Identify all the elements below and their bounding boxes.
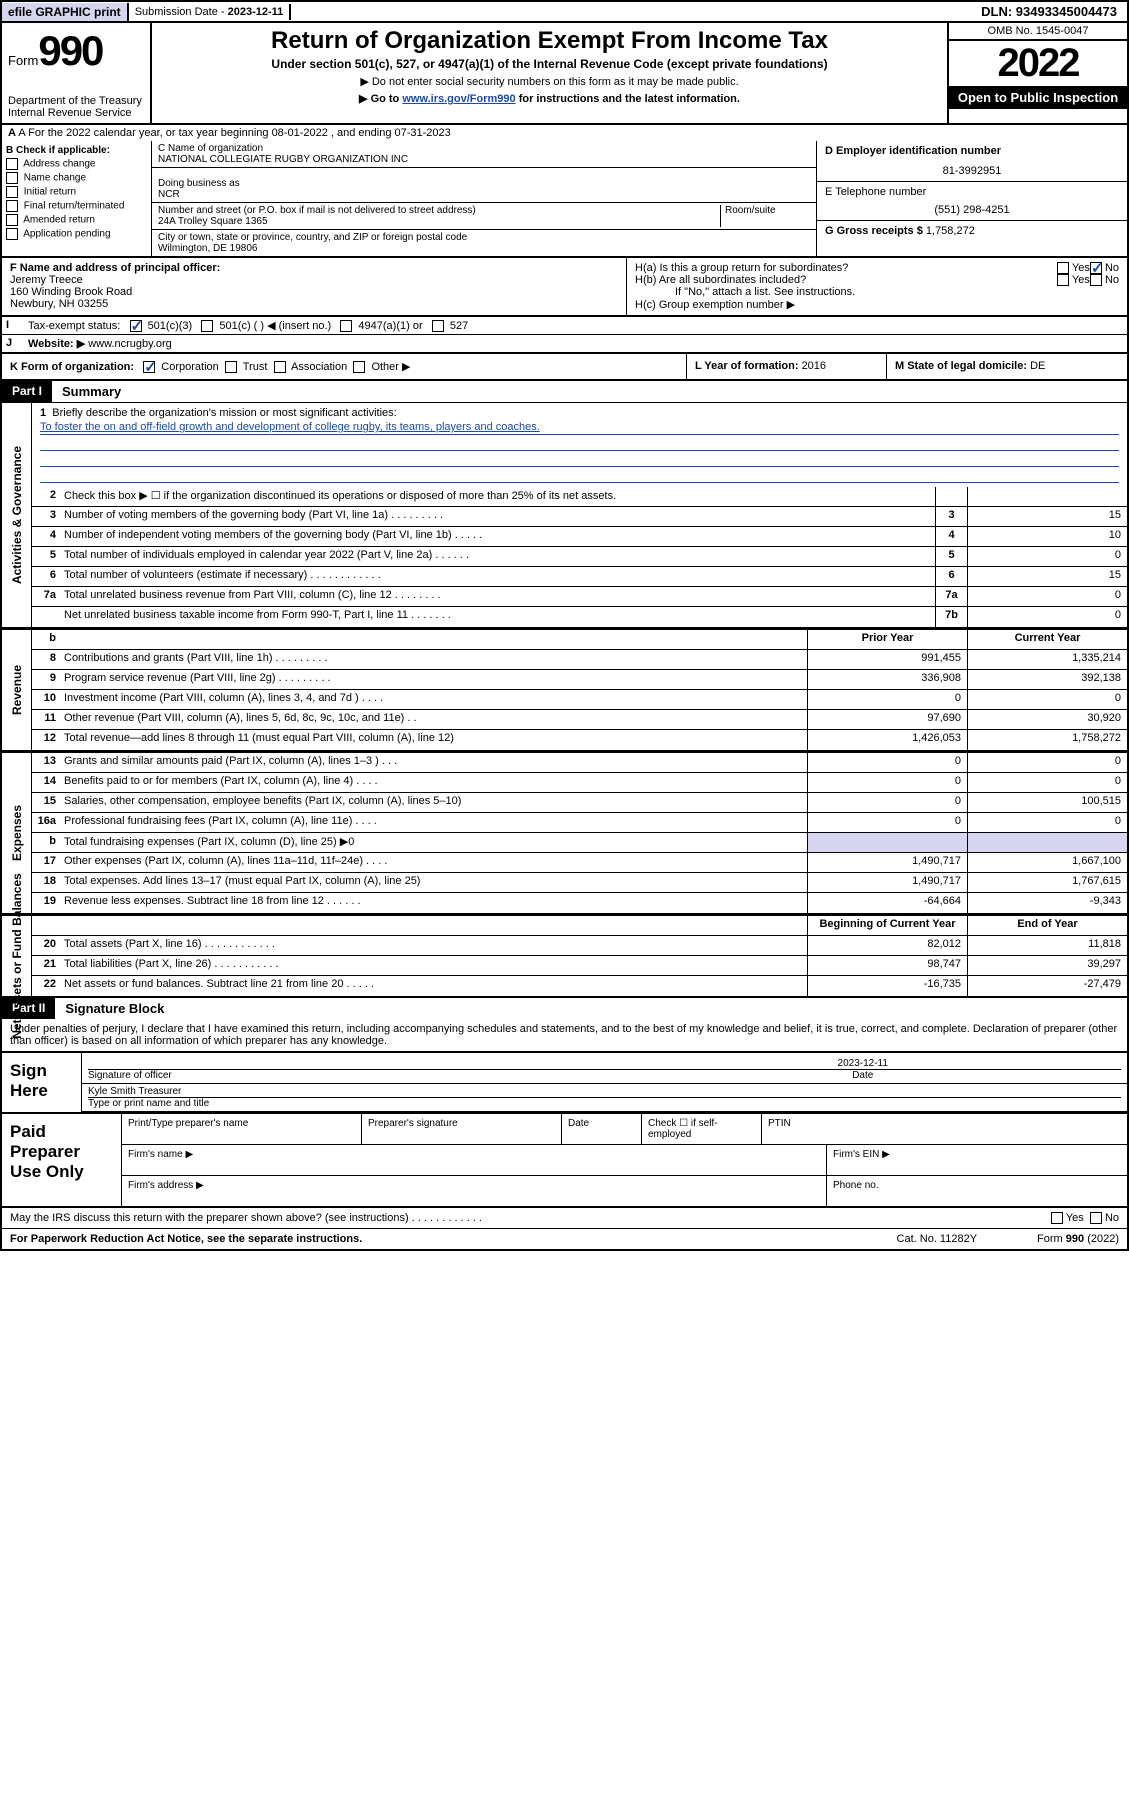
efile-print-button[interactable]: efile GRAPHIC print	[2, 3, 129, 21]
501c3-checkbox[interactable]	[130, 320, 142, 332]
summary-row: 13Grants and similar amounts paid (Part …	[32, 753, 1127, 773]
paid-preparer-label: Paid Preparer Use Only	[2, 1114, 122, 1206]
instructions-note: ▶ Go to www.irs.gov/Form990 for instruct…	[160, 92, 939, 105]
summary-row: Net unrelated business taxable income fr…	[32, 607, 1127, 627]
summary-row: 9Program service revenue (Part VIII, lin…	[32, 670, 1127, 690]
net-assets-tab: Net Assets or Fund Balances	[10, 873, 24, 1039]
summary-row: 4Number of independent voting members of…	[32, 527, 1127, 547]
summary-row: bTotal fundraising expenses (Part IX, co…	[32, 833, 1127, 853]
principal-officer: F Name and address of principal officer:…	[2, 258, 627, 315]
summary-row: 22Net assets or fund balances. Subtract …	[32, 976, 1127, 996]
summary-row: 16aProfessional fundraising fees (Part I…	[32, 813, 1127, 833]
irs-label: Internal Revenue Service	[8, 107, 144, 119]
summary-row: 10Investment income (Part VIII, column (…	[32, 690, 1127, 710]
colb-checkbox[interactable]	[6, 200, 18, 212]
col-de-ein-phone: D Employer identification number81-39929…	[817, 141, 1127, 256]
colb-checkbox[interactable]	[6, 228, 18, 240]
summary-row: 21Total liabilities (Part X, line 26) . …	[32, 956, 1127, 976]
summary-row: 7aTotal unrelated business revenue from …	[32, 587, 1127, 607]
trust-checkbox[interactable]	[225, 361, 237, 373]
part1-header: Part I Summary	[0, 381, 1129, 402]
expenses-tab: Expenses	[10, 805, 24, 861]
dln: DLN: 93493345004473	[975, 2, 1127, 21]
form-label: Form	[8, 53, 38, 68]
form-header: Form990 Department of the Treasury Inter…	[0, 21, 1129, 125]
row-k-form-org: K Form of organization: Corporation Trus…	[0, 353, 1129, 381]
assoc-checkbox[interactable]	[274, 361, 286, 373]
row-j-website: J Website: ▶ www.ncrugby.org	[0, 335, 1129, 353]
sign-here-label: Sign Here	[2, 1053, 82, 1112]
corp-checkbox[interactable]	[143, 361, 155, 373]
summary-row: 11Other revenue (Part VIII, column (A), …	[32, 710, 1127, 730]
omb-number: OMB No. 1545-0047	[949, 23, 1127, 41]
527-checkbox[interactable]	[432, 320, 444, 332]
other-checkbox[interactable]	[353, 361, 365, 373]
governance-section: Activities & Governance 1 Briefly descri…	[0, 402, 1129, 629]
summary-row: 12Total revenue—add lines 8 through 11 (…	[32, 730, 1127, 750]
revenue-tab: Revenue	[10, 665, 24, 715]
colb-checkbox[interactable]	[6, 158, 18, 170]
mission-text: To foster the on and off-field growth an…	[40, 421, 1119, 435]
penalties-declaration: Under penalties of perjury, I declare th…	[0, 1019, 1129, 1053]
4947-checkbox[interactable]	[340, 320, 352, 332]
summary-row: 20Total assets (Part X, line 16) . . . .…	[32, 936, 1127, 956]
501c-checkbox[interactable]	[201, 320, 213, 332]
form-title: Return of Organization Exempt From Incom…	[160, 27, 939, 55]
summary-row: 6Total number of volunteers (estimate if…	[32, 567, 1127, 587]
form-number: 990	[38, 27, 102, 74]
group-return: H(a) Is this a group return for subordin…	[627, 258, 1127, 315]
footer: For Paperwork Reduction Act Notice, see …	[0, 1229, 1129, 1251]
summary-row: 18Total expenses. Add lines 13–17 (must …	[32, 873, 1127, 893]
submission-date: Submission Date - 2023-12-11	[129, 4, 292, 20]
summary-row: 19Revenue less expenses. Subtract line 1…	[32, 893, 1127, 913]
row-fh: F Name and address of principal officer:…	[0, 258, 1129, 317]
tax-year: 2022	[949, 41, 1127, 86]
part2-header: Part II Signature Block	[0, 998, 1129, 1019]
summary-row: 17Other expenses (Part IX, column (A), l…	[32, 853, 1127, 873]
discuss-row: May the IRS discuss this return with the…	[0, 1208, 1129, 1229]
net-assets-section: Net Assets or Fund Balances Beginning of…	[0, 915, 1129, 998]
governance-tab: Activities & Governance	[10, 446, 24, 584]
row-a-tax-year: A A For the 2022 calendar year, or tax y…	[0, 125, 1129, 141]
summary-row: 8Contributions and grants (Part VIII, li…	[32, 650, 1127, 670]
col-b-checkboxes: B Check if applicable: Address change Na…	[2, 141, 152, 256]
paid-preparer-block: Paid Preparer Use Only Print/Type prepar…	[0, 1114, 1129, 1208]
summary-row: 14Benefits paid to or for members (Part …	[32, 773, 1127, 793]
ha-no-checkbox[interactable]	[1090, 262, 1102, 274]
colb-checkbox[interactable]	[6, 186, 18, 198]
discuss-no-checkbox[interactable]	[1090, 1212, 1102, 1224]
colb-checkbox[interactable]	[6, 214, 18, 226]
revenue-section: Revenue bPrior YearCurrent Year 8Contrib…	[0, 629, 1129, 752]
signature-block: Sign Here Signature of officer2023-12-11…	[0, 1053, 1129, 1114]
ha-yes-checkbox[interactable]	[1057, 262, 1069, 274]
identification-grid: B Check if applicable: Address change Na…	[0, 141, 1129, 258]
dept-treasury: Department of the Treasury	[8, 95, 144, 107]
public-inspection: Open to Public Inspection	[949, 86, 1127, 109]
ssn-note: ▶ Do not enter social security numbers o…	[160, 75, 939, 88]
irs-link[interactable]: www.irs.gov/Form990	[402, 93, 515, 105]
expenses-section: Expenses 13Grants and similar amounts pa…	[0, 752, 1129, 915]
hb-yes-checkbox[interactable]	[1057, 274, 1069, 286]
col-c-org-info: C Name of organizationNATIONAL COLLEGIAT…	[152, 141, 817, 256]
summary-row: 15Salaries, other compensation, employee…	[32, 793, 1127, 813]
row-i-tax-status: I Tax-exempt status: 501(c)(3) 501(c) ( …	[0, 317, 1129, 335]
summary-row: 5Total number of individuals employed in…	[32, 547, 1127, 567]
discuss-yes-checkbox[interactable]	[1051, 1212, 1063, 1224]
form-subtitle: Under section 501(c), 527, or 4947(a)(1)…	[160, 57, 939, 71]
na-header-row: Beginning of Current YearEnd of Year	[32, 916, 1127, 936]
colb-checkbox[interactable]	[6, 172, 18, 184]
hb-no-checkbox[interactable]	[1090, 274, 1102, 286]
revenue-header-row: bPrior YearCurrent Year	[32, 630, 1127, 650]
summary-row: 2Check this box ▶ ☐ if the organization …	[32, 487, 1127, 507]
header-bar: efile GRAPHIC print Submission Date - 20…	[0, 0, 1129, 21]
summary-row: 3Number of voting members of the governi…	[32, 507, 1127, 527]
